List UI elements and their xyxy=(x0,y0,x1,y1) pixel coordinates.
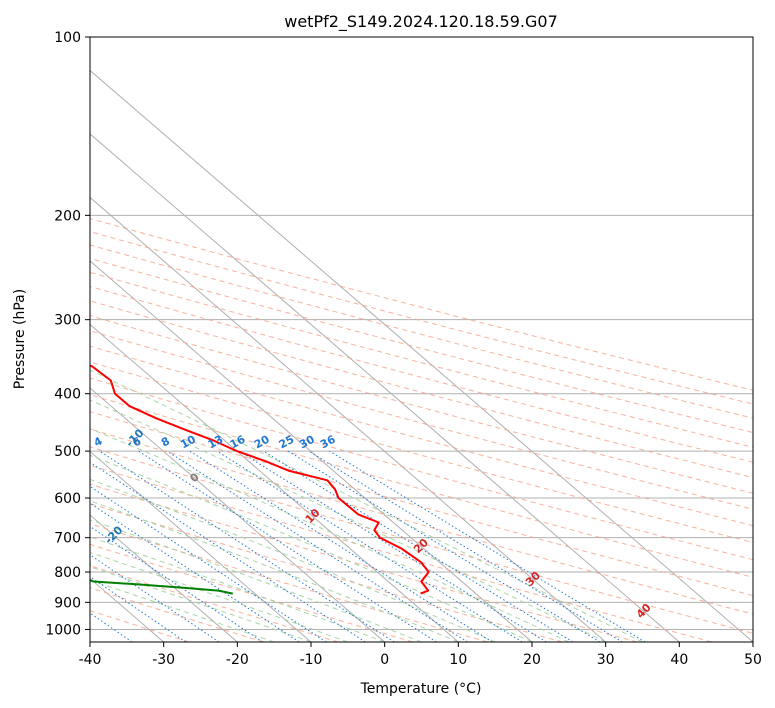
moist-adiabat-line xyxy=(90,566,312,642)
moist-adiabat-line xyxy=(90,551,348,642)
x-tick-label: 40 xyxy=(670,652,688,668)
isotherm-line xyxy=(90,450,312,642)
dry-adiabat-line xyxy=(90,565,339,642)
moist-adiabat-line xyxy=(90,500,459,642)
x-axis: -40 -30 -20 -10 0 10 20 30 40 50 xyxy=(79,642,762,668)
x-tick-label: -20 xyxy=(226,652,249,668)
dry-adiabat-line xyxy=(90,345,753,527)
x-axis-label: Temperature (°C) xyxy=(360,681,482,697)
dry-adiabat-line xyxy=(90,411,753,597)
mixing-ratio-label: 36 xyxy=(318,433,338,452)
mixing-ratio-label: 10 xyxy=(178,433,198,452)
moist-adiabat-line xyxy=(90,369,643,642)
mixing-ratio-label: 25 xyxy=(277,433,297,452)
moist-adiabat-line xyxy=(90,519,422,642)
mixing-ratio-line xyxy=(189,450,493,642)
y-tick-label: 400 xyxy=(54,387,81,403)
isotherm-line xyxy=(90,196,606,642)
x-tick-label: -40 xyxy=(79,652,102,668)
mixing-ratio-line xyxy=(166,450,468,642)
chart-title: wetPf2_S149.2024.120.18.59.G07 xyxy=(284,12,558,32)
isotherm-line xyxy=(90,260,533,642)
y-tick-label: 900 xyxy=(54,595,81,611)
isotherm-line xyxy=(90,69,753,642)
dry-adiabat-line xyxy=(90,231,753,405)
y-tick-label: 500 xyxy=(54,444,81,460)
isotherm-line xyxy=(90,387,385,642)
plot-frame xyxy=(89,36,754,643)
y-axis-label: Pressure (hPa) xyxy=(12,289,28,389)
mixing-ratio-line xyxy=(138,450,437,642)
y-tick-label: 1000 xyxy=(45,622,81,638)
mixing-ratio-line xyxy=(287,450,601,642)
isotherm-line xyxy=(90,514,238,642)
dry-adiabat-line xyxy=(90,394,753,578)
background-lines xyxy=(90,37,753,642)
x-tick-label: 10 xyxy=(449,652,467,668)
x-tick-label: -30 xyxy=(152,652,175,668)
mixing-ratio-label: 16 xyxy=(228,433,248,452)
mixing-ratio-line xyxy=(263,450,574,642)
sounding-traces xyxy=(90,364,430,595)
y-tick-label: 600 xyxy=(54,491,81,507)
mixing-ratio-label: 30 xyxy=(297,433,317,452)
moist-adiabat-line xyxy=(90,478,496,642)
temperature-trace xyxy=(90,364,430,595)
mixing-ratio-line xyxy=(239,450,547,642)
x-tick-label: -10 xyxy=(300,652,323,668)
y-tick-label: 300 xyxy=(54,313,81,329)
isotherm-line xyxy=(90,323,459,642)
isotherm-line xyxy=(90,133,680,642)
x-tick-label: 30 xyxy=(597,652,615,668)
mixing-ratio-line xyxy=(90,485,327,642)
y-tick-label: 200 xyxy=(54,208,81,224)
dry-adiabat-line xyxy=(90,361,753,544)
moist-adiabat-line xyxy=(90,428,570,642)
moist-adiabat-line xyxy=(90,454,533,642)
x-tick-label: 20 xyxy=(523,652,541,668)
mixing-ratio-line xyxy=(90,612,133,642)
y-tick-label: 100 xyxy=(54,30,81,46)
dry-adiabat-line xyxy=(90,446,753,634)
y-tick-label: 800 xyxy=(54,565,81,581)
moist-adiabat-line xyxy=(90,536,385,642)
dry-adiabat-line xyxy=(90,483,638,642)
mixing-ratio-label: 20 xyxy=(252,433,272,452)
mixing-ratio-label: 13 xyxy=(206,433,226,452)
y-tick-label: 700 xyxy=(54,531,81,547)
x-tick-label: 50 xyxy=(744,652,762,668)
mixing-ratio-line xyxy=(216,450,523,642)
mixing-ratio-line xyxy=(99,450,395,642)
dry-adiabat-line xyxy=(90,244,753,419)
y-axis: 1000 900 800 700 600 500 400 300 200 100 xyxy=(45,30,90,638)
dry-adiabat-line xyxy=(90,271,753,448)
dry-adiabat-line xyxy=(90,503,563,642)
mixing-ratio-line xyxy=(90,525,264,642)
x-tick-label: 0 xyxy=(380,652,389,668)
mixing-ratio-line xyxy=(308,450,623,642)
dry-adiabat-line xyxy=(90,464,712,642)
